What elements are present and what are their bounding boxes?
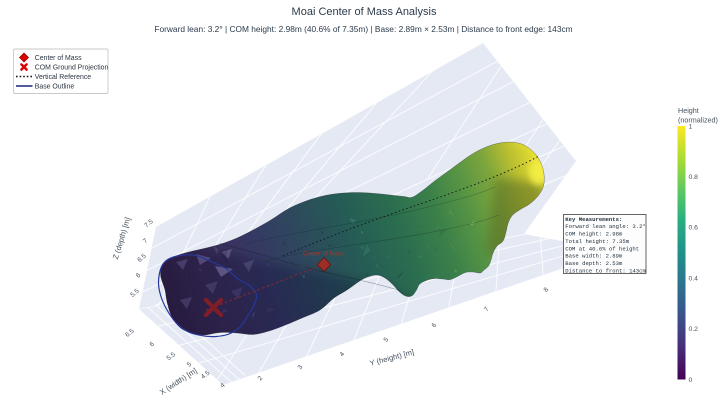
svg-text:3: 3 <box>297 364 305 372</box>
svg-text:1: 1 <box>689 123 693 130</box>
svg-text:Height: Height <box>678 106 699 115</box>
svg-text:2: 2 <box>257 375 265 383</box>
svg-text:COM at 40.6% of height: COM at 40.6% of height <box>565 245 639 252</box>
svg-text:7: 7 <box>142 237 150 245</box>
svg-text:Key Measurements:: Key Measurements: <box>565 216 622 223</box>
svg-text:Forward lean angle: 3.2°: Forward lean angle: 3.2° <box>565 223 646 230</box>
svg-text:Center of Mass: Center of Mass <box>35 55 82 62</box>
svg-text:Base depth: 2.53m: Base depth: 2.53m <box>565 260 623 267</box>
svg-text:6.5: 6.5 <box>136 253 148 264</box>
svg-text:4: 4 <box>219 382 226 390</box>
svg-text:Distance to front: 143cm: Distance to front: 143cm <box>565 267 646 274</box>
svg-text:5.5: 5.5 <box>129 288 141 299</box>
svg-text:6: 6 <box>135 272 143 280</box>
svg-text:Forward lean: 3.2° | COM heigh: Forward lean: 3.2° | COM height: 2.98m (… <box>154 24 572 34</box>
svg-text:0.2: 0.2 <box>689 326 699 333</box>
svg-text:Vertical Reference: Vertical Reference <box>35 74 91 81</box>
svg-text:Base Outline: Base Outline <box>35 84 75 91</box>
svg-text:0.8: 0.8 <box>689 174 699 181</box>
svg-text:Moai Center of Mass Analysis: Moai Center of Mass Analysis <box>292 6 437 18</box>
svg-text:COM height: 2.98m: COM height: 2.98m <box>565 231 623 238</box>
svg-text:Center of Mass: Center of Mass <box>303 252 344 258</box>
svg-text:6: 6 <box>148 341 155 349</box>
svg-text:(normalized): (normalized) <box>678 116 718 125</box>
svg-text:5.5: 5.5 <box>166 351 178 362</box>
svg-text:4.5: 4.5 <box>200 369 212 380</box>
svg-text:Total height: 7.35m: Total height: 7.35m <box>565 238 629 245</box>
svg-text:6.5: 6.5 <box>124 328 136 339</box>
svg-text:0.4: 0.4 <box>689 275 699 282</box>
svg-text:Y (height) [m]: Y (height) [m] <box>369 347 415 367</box>
svg-text:Base width: 2.89m: Base width: 2.89m <box>565 253 623 260</box>
svg-text:8: 8 <box>543 286 551 294</box>
svg-text:COM Ground Projection: COM Ground Projection <box>35 65 109 72</box>
svg-text:5: 5 <box>383 336 391 344</box>
svg-text:6: 6 <box>431 322 439 330</box>
svg-text:Z (depth) [m]: Z (depth) [m] <box>111 216 132 260</box>
svg-text:4: 4 <box>339 351 347 359</box>
svg-text:7: 7 <box>483 306 491 314</box>
svg-text:0: 0 <box>689 377 693 384</box>
svg-text:7.5: 7.5 <box>143 218 155 229</box>
svg-text:0.6: 0.6 <box>689 225 699 232</box>
svg-text:5: 5 <box>186 361 193 369</box>
svg-text:X (width) [m]: X (width) [m] <box>158 366 199 397</box>
